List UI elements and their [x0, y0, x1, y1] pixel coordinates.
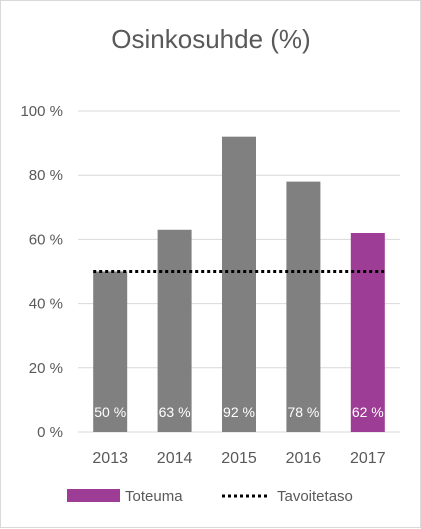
data-label: 63 %: [159, 404, 191, 420]
y-tick-label: 100 %: [20, 103, 63, 120]
x-tick-label: 2015: [221, 450, 257, 467]
y-axis-tick-labels: 0 % 20 % 40 % 60 % 80 % 100 %: [20, 103, 63, 441]
data-label: 92 %: [223, 404, 255, 420]
bar: [350, 232, 385, 432]
y-tick-label: 80 %: [29, 167, 63, 184]
y-tick-label: 60 %: [29, 231, 63, 248]
bar: [93, 271, 128, 432]
y-tick-label: 20 %: [29, 360, 63, 377]
data-label: 50 %: [94, 404, 126, 420]
x-axis-tick-labels: 2013 2014 2015 2016 2017: [92, 450, 385, 467]
data-label: 62 %: [352, 404, 384, 420]
x-tick-label: 2017: [350, 450, 386, 467]
legend-swatch-toteuma: [67, 489, 120, 502]
data-label: 78 %: [287, 404, 319, 420]
legend-label-tavoitetaso: Tavoitetaso: [277, 488, 353, 505]
data-labels: 50 % 63 % 92 % 78 % 62 %: [94, 404, 384, 420]
y-tick-label: 40 %: [29, 296, 63, 313]
bar: [157, 229, 192, 432]
bars: [93, 136, 385, 432]
x-tick-label: 2013: [92, 450, 128, 467]
legend-label-toteuma: Toteuma: [125, 488, 183, 505]
x-tick-label: 2016: [286, 450, 322, 467]
bar: [222, 136, 256, 432]
y-tick-label: 0 %: [37, 424, 63, 441]
bar: [286, 181, 321, 432]
x-tick-label: 2014: [157, 450, 193, 467]
legend: Toteuma Tavoitetaso: [67, 488, 353, 505]
chart-title: Osinkosuhde (%): [111, 24, 310, 54]
